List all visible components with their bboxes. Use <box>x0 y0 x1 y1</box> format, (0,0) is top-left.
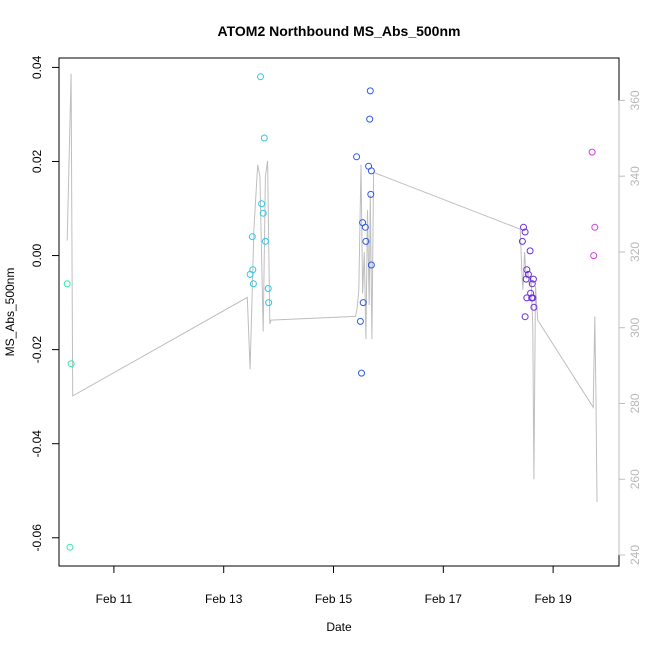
data-point <box>526 247 534 255</box>
data-point <box>63 280 71 288</box>
data-point <box>588 148 596 156</box>
left-axis: -0.06 -0.04 -0.02 0.00 0.02 0.04 <box>30 55 59 551</box>
y-tick-label: 0.04 <box>30 55 44 79</box>
data-point <box>366 115 374 123</box>
y-tick-label: 0.00 <box>30 244 44 268</box>
data-point <box>521 228 529 236</box>
data-point <box>260 134 268 142</box>
y2-tick-label: 320 <box>628 242 642 262</box>
data-point <box>264 285 272 292</box>
x-tick-label: Feb 13 <box>205 592 243 606</box>
x-tick-label: Feb 11 <box>96 592 133 606</box>
data-point <box>246 270 254 278</box>
data-point <box>590 252 598 260</box>
data-point <box>353 153 361 161</box>
data-point <box>529 294 537 302</box>
bottom-axis: Feb 11 Feb 13 Feb 15 Feb 17 Feb 19 <box>96 566 572 606</box>
right-axis: 240 260 280 300 320 340 360 <box>618 90 642 565</box>
data-point <box>367 261 375 269</box>
data-point <box>518 237 526 245</box>
data-point <box>248 233 256 241</box>
data-point <box>522 275 530 283</box>
data-point <box>591 223 599 231</box>
data-point <box>257 73 264 81</box>
y2-tick-label: 260 <box>628 469 642 489</box>
data-point <box>367 167 375 175</box>
y-tick-label: -0.04 <box>30 430 44 458</box>
secondary-line <box>66 73 598 503</box>
data-point <box>67 360 75 368</box>
y2-tick-label: 280 <box>628 393 642 413</box>
data-point <box>366 87 374 95</box>
x-axis-label: Date <box>326 620 352 634</box>
data-point <box>362 237 370 245</box>
data-point <box>523 266 531 274</box>
data-point <box>361 223 369 231</box>
data-point <box>359 299 367 307</box>
chart-title: ATOM2 Northbound MS_Abs_500nm <box>218 23 461 39</box>
y-tick-label: -0.06 <box>30 524 44 552</box>
data-point <box>358 369 365 377</box>
y2-tick-label: 240 <box>628 545 642 565</box>
x-tick-label: Feb 17 <box>425 592 463 606</box>
scatter-points <box>63 73 599 551</box>
data-point <box>261 237 269 245</box>
data-point <box>356 317 364 325</box>
y-tick-label: 0.02 <box>30 149 44 173</box>
data-point <box>66 543 74 551</box>
data-point <box>249 280 257 288</box>
y2-tick-label: 340 <box>628 166 642 186</box>
data-point <box>258 200 266 208</box>
y2-tick-label: 300 <box>628 317 642 337</box>
secondary-line-group <box>66 73 598 503</box>
y-tick-label: -0.02 <box>30 336 44 364</box>
data-point <box>529 275 537 283</box>
data-point <box>265 299 273 307</box>
y-axis-label: MS_Abs_500nm <box>3 268 17 357</box>
data-point <box>528 280 536 288</box>
data-point <box>259 209 267 217</box>
y2-tick-label: 360 <box>628 90 642 110</box>
x-tick-label: Feb 19 <box>534 592 572 606</box>
data-point <box>367 190 375 198</box>
x-tick-label: Feb 15 <box>315 592 353 606</box>
data-point <box>521 313 529 321</box>
data-point <box>530 303 538 311</box>
data-point <box>520 223 527 231</box>
